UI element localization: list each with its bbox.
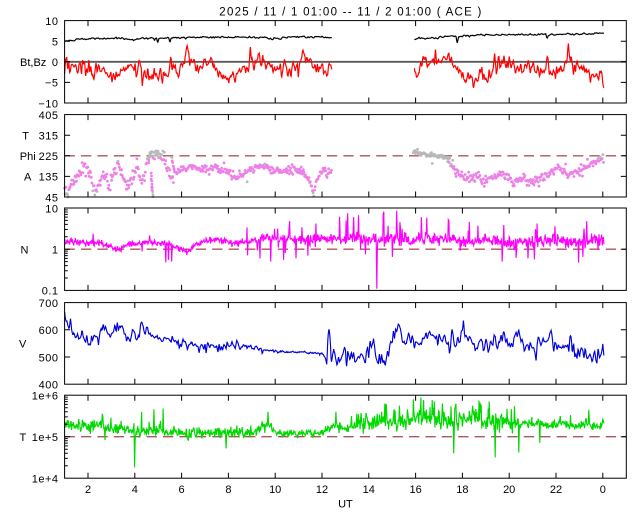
svg-text:2025 / 11 / 1 01:00 -- 11 /: 2025 / 11 / 1 01:00 -- 11 / 2 01:00 ( AC…	[219, 7, 481, 19]
svg-text:315: 315	[39, 131, 59, 143]
svg-text:405: 405	[39, 110, 59, 122]
svg-text:1: 1	[52, 245, 59, 257]
svg-text:T: T	[20, 432, 27, 444]
svg-text:18: 18	[456, 484, 468, 496]
svg-text:600: 600	[39, 325, 59, 337]
svg-text:−10: −10	[38, 98, 58, 110]
svg-text:22: 22	[550, 484, 562, 496]
svg-text:12: 12	[316, 484, 328, 496]
svg-text:16: 16	[409, 484, 421, 496]
svg-text:N: N	[21, 245, 29, 257]
svg-text:UT: UT	[338, 499, 353, 511]
svg-text:A: A	[24, 172, 32, 184]
svg-text:5: 5	[52, 37, 59, 49]
svg-text:20: 20	[503, 484, 515, 496]
svg-text:1e+5: 1e+5	[32, 432, 59, 444]
svg-text:135: 135	[39, 172, 59, 184]
svg-text:8: 8	[225, 484, 231, 496]
svg-text:T: T	[22, 131, 29, 143]
svg-text:0: 0	[52, 57, 59, 69]
svg-text:V: V	[19, 339, 27, 351]
svg-text:10: 10	[45, 203, 58, 215]
svg-text:10: 10	[45, 16, 58, 28]
svg-text:Phi: Phi	[20, 151, 36, 163]
svg-text:0.1: 0.1	[42, 286, 59, 298]
svg-text:1e+6: 1e+6	[32, 391, 59, 403]
svg-text:2: 2	[85, 484, 91, 496]
svg-text:700: 700	[39, 298, 59, 310]
svg-text:500: 500	[39, 352, 59, 364]
svg-text:6: 6	[179, 484, 185, 496]
svg-text:Bt,Bz: Bt,Bz	[20, 57, 46, 69]
svg-text:0: 0	[600, 484, 606, 496]
svg-text:400: 400	[39, 380, 59, 392]
svg-text:4: 4	[132, 484, 138, 496]
svg-text:14: 14	[363, 484, 375, 496]
svg-text:45: 45	[45, 192, 58, 204]
svg-text:225: 225	[39, 151, 59, 163]
svg-text:1e+4: 1e+4	[32, 474, 59, 486]
svg-text:10: 10	[269, 484, 281, 496]
svg-text:−5: −5	[45, 78, 59, 90]
